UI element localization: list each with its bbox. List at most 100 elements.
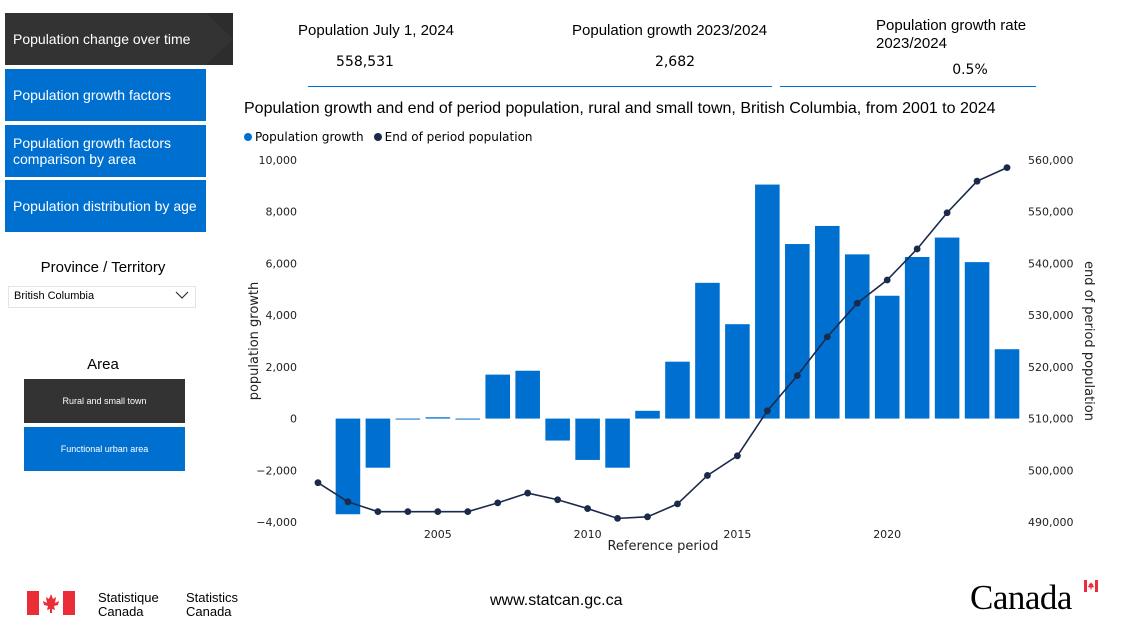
growth-bar <box>814 225 840 419</box>
population-point <box>883 276 891 284</box>
y2-tick-label: 550,000 <box>1028 206 1074 219</box>
statcan-url-link[interactable]: www.statcan.gc.ca <box>490 592 623 609</box>
statistics-canada-text: Statistics Canada <box>186 591 238 619</box>
growth-bar <box>695 282 720 419</box>
wordmark-flag-icon <box>1084 580 1098 592</box>
growth-bar <box>485 374 511 419</box>
nav-growth-factors-comparison[interactable]: Population growth factors comparison by … <box>5 125 206 177</box>
nav-label: Population change over time <box>13 31 191 47</box>
population-point <box>1003 164 1011 171</box>
growth-bar <box>964 262 990 419</box>
y-tick-label: 0 <box>290 413 297 426</box>
kpi-population-underline <box>308 86 566 87</box>
nav-label: Population growth factors <box>13 87 171 103</box>
y2-axis-title: end of period population <box>1081 261 1096 421</box>
y2-tick-label: 540,000 <box>1028 257 1074 270</box>
province-value: British Columbia <box>14 290 95 302</box>
population-point <box>584 505 592 512</box>
chart-legend: Population growth End of period populati… <box>244 130 537 144</box>
nav-label: Population distribution by age <box>13 198 197 214</box>
canada-wordmark-text: Canada <box>970 578 1072 617</box>
y-tick-label: 2,000 <box>266 361 298 374</box>
legend-item-end-of-period[interactable]: End of period population <box>373 130 533 144</box>
growth-bar <box>874 295 900 419</box>
population-line <box>317 166 1008 520</box>
kpi-growth-rate-underline <box>780 86 1036 87</box>
population-point <box>554 496 562 504</box>
nav-population-growth-factors[interactable]: Population growth factors <box>5 69 206 121</box>
population-point <box>614 514 621 522</box>
legend-item-population-growth[interactable]: Population growth <box>244 130 364 144</box>
growth-bar <box>725 324 750 419</box>
nav-population-distribution-by-age[interactable]: Population distribution by age <box>5 180 206 232</box>
x-tick-label: 2005 <box>424 528 452 541</box>
legend-dot-population <box>373 133 382 141</box>
kpi-population-value: 558,531 <box>336 54 394 70</box>
y2-tick-label: 560,000 <box>1028 154 1074 167</box>
y2-tick-label: 520,000 <box>1028 361 1074 374</box>
y-tick-label: 10,000 <box>259 154 298 167</box>
population-point <box>793 372 801 380</box>
population-point <box>404 508 412 516</box>
canada-en-word: Canada <box>186 604 232 619</box>
population-point <box>853 299 861 307</box>
population-point <box>644 513 651 521</box>
nav-label: Population growth factors comparison by … <box>13 135 171 167</box>
growth-bar <box>395 418 421 420</box>
area-option-label: Rural and small town <box>62 396 147 406</box>
growth-bar <box>335 418 361 515</box>
x-tick-label: 2010 <box>574 528 602 541</box>
x-tick-label: 2015 <box>723 528 751 541</box>
population-point <box>674 500 681 508</box>
growth-bar <box>665 361 690 419</box>
statistique-canada-text: Statistique Canada <box>98 591 159 619</box>
population-point <box>344 498 352 506</box>
area-option-label: Functional urban area <box>60 444 149 454</box>
population-point <box>494 499 502 507</box>
growth-bar <box>904 256 930 419</box>
population-point <box>704 472 711 479</box>
kpi-growth-underline <box>566 86 772 87</box>
growth-bar <box>545 418 570 441</box>
y-tick-label: −2,000 <box>256 464 297 477</box>
growth-bar <box>755 184 780 419</box>
y-tick-label: 8,000 <box>266 206 298 219</box>
y2-tick-label: 490,000 <box>1028 516 1074 529</box>
nav-active-arrow <box>5 13 233 65</box>
growth-bar <box>785 244 810 419</box>
growth-bar <box>605 418 630 468</box>
kpi-population-title: Population July 1, 2024 <box>298 22 454 39</box>
kpi-growth-value: 2,682 <box>654 54 696 70</box>
population-point <box>733 452 741 460</box>
province-dropdown[interactable]: British Columbia <box>8 286 196 308</box>
nav-population-change-over-time[interactable]: Population change over time <box>5 13 233 65</box>
area-label: Area <box>87 356 119 373</box>
y-tick-label: 6,000 <box>266 257 298 270</box>
chart-title: Population growth and end of period popu… <box>244 100 996 117</box>
growth-bar <box>844 254 870 419</box>
legend-label-growth: Population growth <box>255 130 364 144</box>
population-point <box>823 333 831 341</box>
population-point <box>374 508 382 516</box>
population-point <box>973 177 981 185</box>
area-functional-urban-button[interactable]: Functional urban area <box>24 427 185 471</box>
growth-bar <box>515 370 540 419</box>
canada-flag-icon <box>27 591 75 615</box>
y2-tick-label: 530,000 <box>1028 309 1074 322</box>
growth-bar <box>365 418 391 468</box>
y2-tick-label: 500,000 <box>1028 464 1074 477</box>
kpi-growth-rate-title: Population growth rate 2023/2024 <box>876 17 1027 52</box>
canada-fr-word: Canada <box>98 604 144 619</box>
y-tick-label: 4,000 <box>266 309 298 322</box>
province-label: Province / Territory <box>40 259 166 276</box>
growth-bar <box>425 417 451 419</box>
growth-bar <box>455 418 481 420</box>
population-point <box>524 489 532 497</box>
kpi-growth-rate-value: 0.5% <box>952 62 988 78</box>
growth-bar <box>994 349 1020 419</box>
area-rural-small-town-button[interactable]: Rural and small town <box>24 379 185 423</box>
y-tick-label: −4,000 <box>256 516 297 529</box>
population-point <box>913 245 921 253</box>
kpi-growth-title: Population growth 2023/2024 <box>572 22 768 39</box>
